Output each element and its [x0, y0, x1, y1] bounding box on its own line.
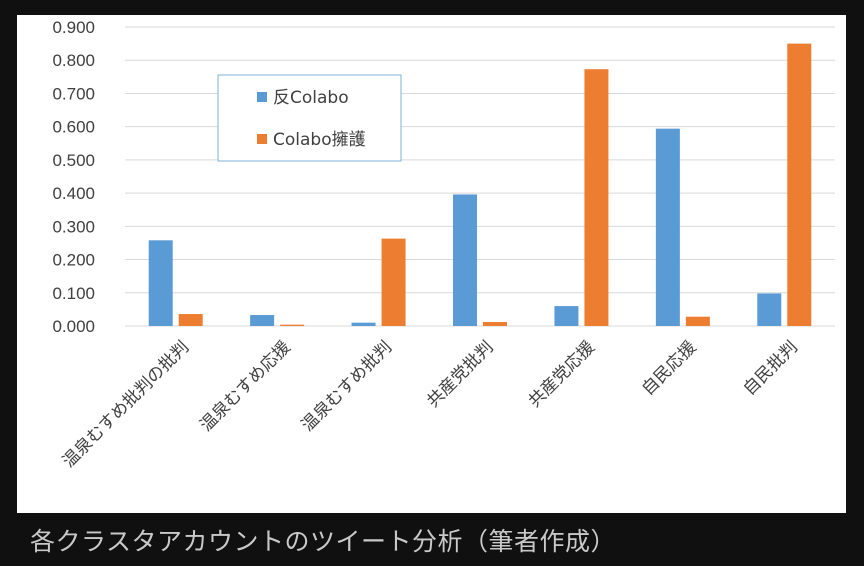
- y-tick-label: 0.800: [52, 51, 95, 70]
- x-category-label: 共産党応援: [525, 337, 599, 411]
- bar: [148, 240, 173, 326]
- legend-swatch-anti-colabo: [257, 92, 267, 102]
- bar: [584, 69, 609, 326]
- bar-chart: 0.000 0.100 0.200 0.300 0.400 0.500 0.600 0.700…: [52, 18, 835, 472]
- bar: [787, 43, 812, 326]
- y-tick-label: 0.700: [52, 84, 95, 103]
- y-tick-label: 0.600: [52, 118, 95, 137]
- y-tick-label: 0.300: [52, 217, 95, 236]
- x-category-label: 自民批判: [740, 337, 802, 399]
- y-tick-label: 0.900: [52, 18, 95, 37]
- bars: [148, 43, 812, 326]
- x-category-label: 温泉むすめ批判の批判: [59, 337, 193, 471]
- bar: [280, 324, 305, 326]
- bar: [178, 314, 203, 326]
- x-category-label: 温泉むすめ批判: [298, 337, 396, 435]
- y-tick-label: 0.500: [52, 151, 95, 170]
- bar: [250, 315, 275, 326]
- bar: [381, 238, 406, 326]
- bar: [453, 194, 477, 326]
- y-axis-ticks: 0.000 0.100 0.200 0.300 0.400 0.500 0.600 0.700…: [52, 18, 95, 336]
- y-tick-label: 0.100: [52, 284, 95, 303]
- bar: [351, 322, 376, 326]
- legend-label-colabo-support: Colabo擁護: [273, 130, 366, 150]
- bar: [655, 128, 680, 326]
- bar: [483, 322, 507, 326]
- x-category-label: 自民応援: [638, 337, 700, 399]
- x-category-label: 共産党批判: [423, 337, 497, 411]
- legend-box: [217, 74, 402, 162]
- legend-swatch-colabo-support: [257, 134, 267, 144]
- y-tick-label: 0.200: [52, 251, 95, 270]
- x-category-label: 温泉むすめ応援: [196, 337, 294, 435]
- legend-label-anti-colabo: 反Colabo: [273, 88, 349, 108]
- bar: [685, 316, 710, 326]
- legend: 反Colabo Colabo擁護: [217, 74, 402, 162]
- chart-panel: 0.000 0.100 0.200 0.300 0.400 0.500 0.600 0.700…: [17, 15, 846, 513]
- bar: [757, 293, 782, 326]
- x-axis-labels: 温泉むすめ批判の批判 温泉むすめ応援 温泉むすめ批判 共産党批判 共産党応援 自民応援 自民…: [59, 337, 802, 471]
- figure-caption: 各クラスタアカウントのツイート分析（筆者作成）: [30, 527, 617, 556]
- bar: [554, 306, 579, 326]
- gridlines: [125, 26, 835, 327]
- y-tick-label: 0.400: [52, 184, 95, 203]
- y-tick-label: 0.000: [52, 317, 95, 336]
